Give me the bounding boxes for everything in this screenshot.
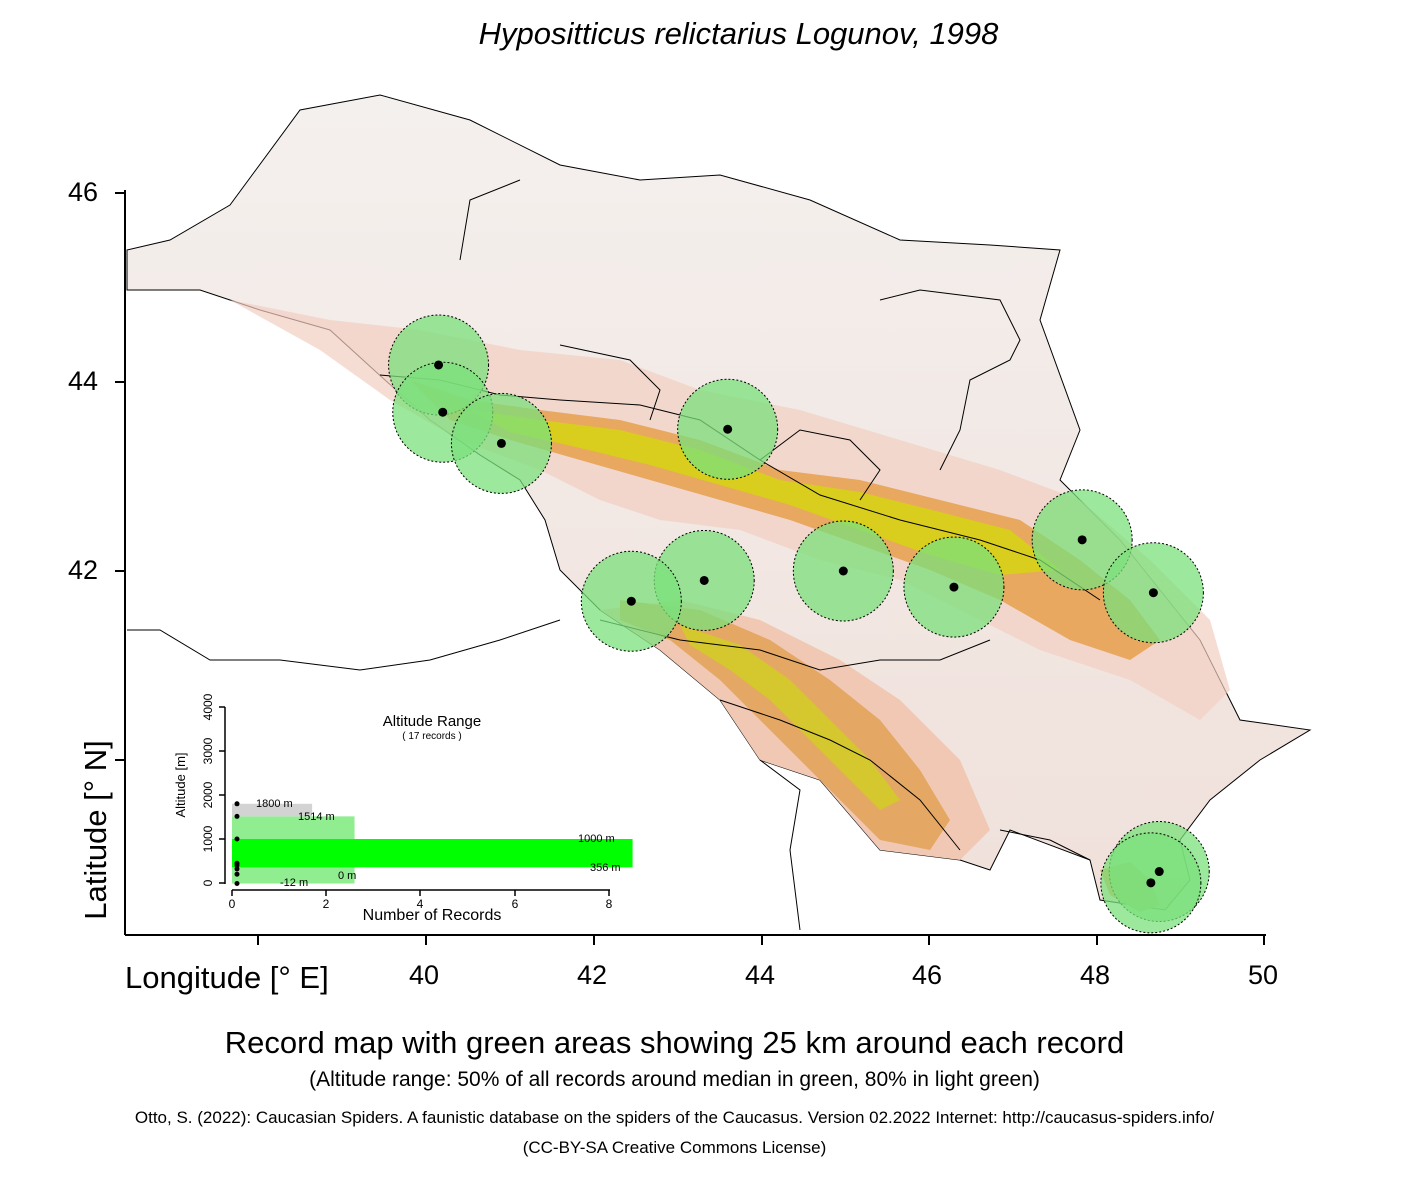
record-areas bbox=[388, 314, 1210, 934]
record-point-8 bbox=[949, 582, 959, 592]
license-note: (CC-BY-SA Creative Commons License) bbox=[522, 1138, 827, 1157]
record-point-4 bbox=[723, 424, 733, 434]
map-caption: Record map with green areas showing 25 k… bbox=[224, 1025, 1125, 1060]
inset-title: Altitude Range bbox=[383, 713, 481, 730]
inset-ytick-4000: 4000 bbox=[201, 693, 215, 720]
inset-label-p50-low: 356 m bbox=[590, 862, 621, 874]
inset-label-max: 1800 m bbox=[256, 798, 293, 810]
inset-xtick-8: 8 bbox=[606, 897, 613, 911]
inset-xtick-4: 4 bbox=[417, 897, 424, 911]
inset-xtick-0: 0 bbox=[229, 897, 236, 911]
inset-label-min: -12 m bbox=[280, 877, 308, 889]
longitude-axis-label: Longitude [° E] bbox=[125, 960, 329, 995]
inset-xtick-2: 2 bbox=[323, 897, 330, 911]
inset-record-point-6 bbox=[234, 836, 240, 842]
inset-ytick-2000: 2000 bbox=[201, 781, 215, 808]
lat-tick-46: 46 bbox=[68, 177, 99, 207]
map-axes bbox=[115, 190, 1266, 945]
record-point-12 bbox=[1146, 878, 1156, 888]
record-point-9 bbox=[1077, 535, 1087, 545]
inset-subtitle: ( 17 records ) bbox=[402, 731, 461, 742]
lesser-caucasus-highlands bbox=[680, 625, 900, 810]
record-point-1 bbox=[434, 360, 444, 370]
lon-tick-40: 40 bbox=[409, 960, 440, 990]
inset-record-point-1 bbox=[234, 881, 240, 887]
inset-label-p80-low: 0 m bbox=[338, 870, 356, 882]
record-point-10 bbox=[1148, 588, 1158, 598]
inset-label-p50-high: 1000 m bbox=[578, 833, 615, 845]
map-title: Hypositticus relictarius Logunov, 1998 bbox=[478, 16, 999, 51]
record-point-3 bbox=[496, 438, 506, 448]
latitude-axis-label: Latitude [° N] bbox=[78, 740, 113, 920]
lon-tick-44: 44 bbox=[745, 960, 776, 990]
lon-tick-46: 46 bbox=[912, 960, 943, 990]
greater-caucasus-highlands bbox=[470, 410, 1060, 575]
lat-tick-42: 42 bbox=[68, 555, 99, 585]
lat-tick-44: 44 bbox=[68, 366, 99, 396]
record-point-7 bbox=[838, 566, 848, 576]
inset-record-point-5 bbox=[234, 860, 240, 866]
inset-bars bbox=[232, 801, 633, 887]
inset-bar-full-range bbox=[232, 803, 313, 817]
record-point-5 bbox=[699, 575, 709, 585]
inset-y-label: Altitude [m] bbox=[173, 752, 188, 817]
map-subcaption: (Altitude range: 50% of all records arou… bbox=[309, 1068, 1040, 1091]
inset-x-label: Number of Records bbox=[363, 907, 502, 924]
lon-tick-48: 48 bbox=[1080, 960, 1111, 990]
lon-tick-50: 50 bbox=[1248, 960, 1279, 990]
inset-record-point-7 bbox=[234, 813, 240, 819]
lon-tick-42: 42 bbox=[577, 960, 608, 990]
inset-ytick-3000: 3000 bbox=[201, 737, 215, 764]
record-point-6 bbox=[626, 596, 636, 606]
inset-label-p80-high: 1514 m bbox=[298, 811, 335, 823]
inset-record-point-3 bbox=[234, 866, 240, 872]
inset-record-point-2 bbox=[234, 871, 240, 877]
record-point-11 bbox=[1154, 867, 1164, 877]
record-point-2 bbox=[438, 407, 448, 417]
inset-bar-50-percent bbox=[232, 839, 633, 868]
citation: Otto, S. (2022): Caucasian Spiders. A fa… bbox=[134, 1108, 1215, 1127]
inset-ytick-0: 0 bbox=[201, 879, 215, 886]
altitude-inset: Altitude Range ( 17 records ) Altitude [… bbox=[173, 690, 645, 925]
inset-xtick-6: 6 bbox=[512, 897, 519, 911]
inset-record-point-8 bbox=[234, 801, 240, 807]
inset-ytick-1000: 1000 bbox=[201, 825, 215, 852]
